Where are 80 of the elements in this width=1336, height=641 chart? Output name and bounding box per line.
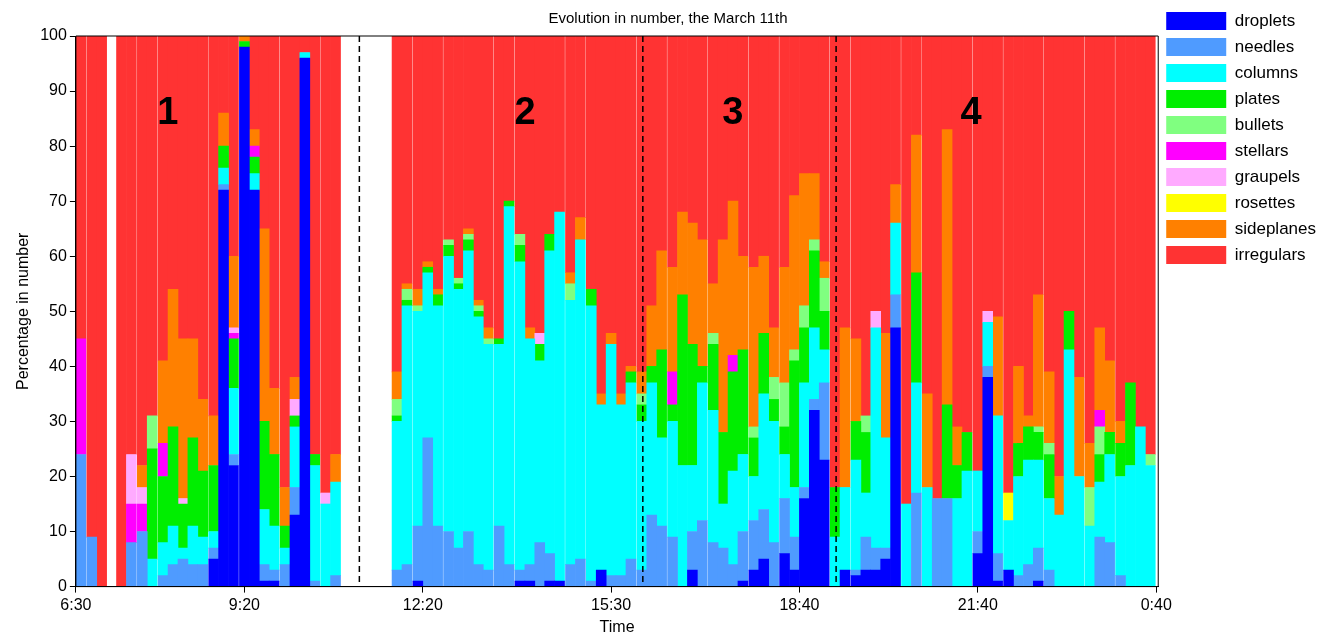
bar bbox=[565, 283, 576, 301]
legend-label: irregulars bbox=[1234, 244, 1306, 264]
bar bbox=[391, 371, 403, 400]
bar bbox=[391, 399, 403, 417]
x-tick-label: 12:20 bbox=[402, 595, 443, 613]
bar bbox=[401, 283, 413, 290]
legend-label: rosettes bbox=[1234, 192, 1296, 212]
bar bbox=[992, 316, 1003, 417]
y-tick-label: 70 bbox=[49, 191, 67, 209]
bar bbox=[177, 498, 189, 505]
bar bbox=[586, 288, 597, 307]
bar bbox=[890, 184, 901, 224]
bar bbox=[951, 426, 963, 466]
chart-title: Evolution in number, the March 11th bbox=[548, 9, 788, 27]
annotation: 2 bbox=[514, 89, 536, 132]
annotation: 4 bbox=[960, 89, 982, 132]
bar bbox=[941, 129, 953, 406]
legend-label: sideplanes bbox=[1234, 218, 1316, 238]
bar bbox=[157, 443, 169, 477]
legend-label: droplets bbox=[1234, 10, 1296, 30]
legend-label: graupels bbox=[1234, 166, 1300, 186]
bar bbox=[595, 569, 607, 587]
bar bbox=[911, 134, 922, 274]
annotation: 3 bbox=[722, 89, 744, 132]
legend-label: plates bbox=[1234, 88, 1281, 108]
bar bbox=[463, 239, 474, 252]
bar bbox=[443, 239, 454, 246]
bar bbox=[809, 239, 820, 252]
bar bbox=[799, 305, 810, 329]
x-axis-title: Time bbox=[599, 617, 635, 635]
bar bbox=[422, 261, 434, 268]
y-tick-label: 20 bbox=[49, 466, 67, 484]
bar bbox=[1094, 426, 1106, 455]
bar bbox=[982, 366, 994, 378]
bar bbox=[890, 222, 901, 296]
bar bbox=[982, 321, 994, 367]
x-tick-label: 0:40 bbox=[1140, 595, 1172, 613]
annotation: 1 bbox=[157, 89, 179, 132]
bar bbox=[1003, 492, 1014, 521]
bar bbox=[289, 399, 301, 417]
bar bbox=[922, 393, 933, 488]
bar bbox=[911, 272, 922, 384]
bar bbox=[768, 399, 779, 422]
y-tick-label: 100 bbox=[40, 26, 67, 44]
bar bbox=[625, 366, 637, 373]
bar bbox=[992, 553, 1003, 582]
bar bbox=[911, 492, 922, 587]
legend-label: columns bbox=[1234, 62, 1299, 82]
bar bbox=[890, 294, 901, 329]
y-tick-label: 90 bbox=[49, 81, 67, 99]
legend-label: stellars bbox=[1234, 140, 1289, 160]
bar bbox=[228, 332, 239, 340]
y-tick-label: 50 bbox=[49, 301, 67, 319]
bar bbox=[443, 244, 454, 257]
x-tick-label: 9:20 bbox=[228, 595, 261, 613]
bar bbox=[575, 217, 586, 241]
bar bbox=[473, 305, 484, 312]
x-tick-label: 21:40 bbox=[957, 595, 998, 613]
y-axis-title: Percentage in number bbox=[14, 231, 32, 391]
x-tick-label: 15:30 bbox=[591, 595, 632, 613]
bar bbox=[1063, 310, 1075, 351]
y-tick-label: 10 bbox=[49, 521, 67, 539]
y-tick-label: 60 bbox=[49, 246, 67, 264]
y-tick-label: 40 bbox=[49, 356, 67, 374]
bar bbox=[463, 228, 474, 235]
bar bbox=[1033, 580, 1044, 587]
y-tick-label: 30 bbox=[49, 411, 67, 429]
bar bbox=[901, 503, 912, 587]
bar bbox=[1094, 454, 1106, 483]
legend-label: bullets bbox=[1234, 114, 1284, 134]
bar bbox=[758, 332, 770, 395]
y-tick-label: 0 bbox=[57, 577, 67, 595]
y-tick-label: 80 bbox=[49, 136, 67, 154]
x-tick-label: 18:40 bbox=[779, 595, 820, 613]
bar bbox=[228, 327, 239, 334]
bar bbox=[524, 327, 536, 340]
bar bbox=[687, 569, 698, 587]
bar bbox=[1053, 476, 1065, 516]
legend-label: needles bbox=[1234, 36, 1295, 56]
x-tick-label: 6:30 bbox=[60, 595, 92, 613]
